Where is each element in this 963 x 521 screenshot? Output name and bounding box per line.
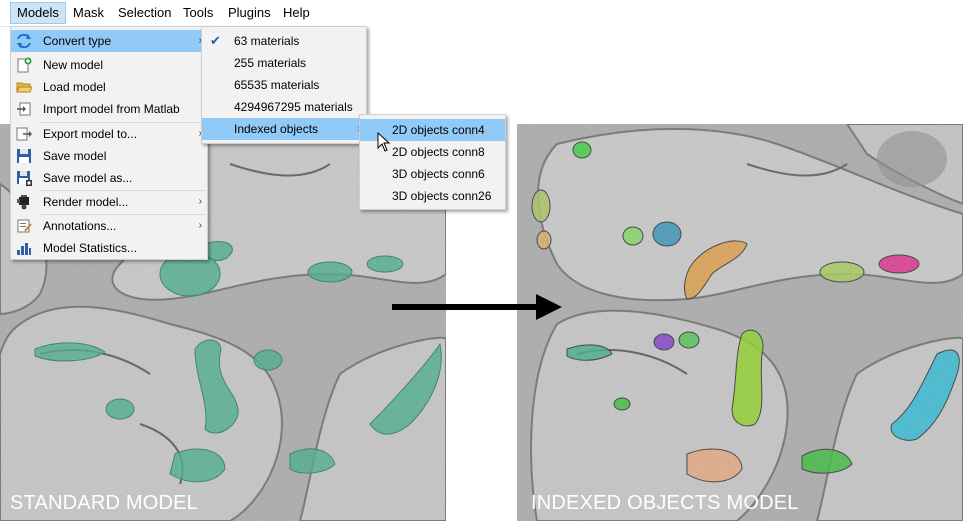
menu-help[interactable]: Help: [283, 5, 310, 20]
convert-type-icon: [17, 33, 31, 49]
new-model-icon: [17, 57, 32, 73]
convert-type-submenu: ✔ 63 materials 255 materials 65535 mater…: [201, 26, 367, 144]
menu-item-render-model[interactable]: Render model... ›: [11, 191, 207, 213]
menu-item-import-matlab[interactable]: Import model from Matlab: [11, 98, 207, 120]
import-icon: [17, 102, 31, 116]
menu-item-model-statistics[interactable]: Model Statistics...: [11, 237, 207, 259]
menu-separator: [39, 190, 205, 191]
menubar: Models Mask Selection Tools Plugins Help: [0, 0, 366, 27]
menu-item-new-model[interactable]: New model: [11, 54, 207, 76]
annotations-icon: [17, 219, 32, 233]
save-icon: [17, 149, 31, 163]
chevron-right-icon: ›: [198, 196, 202, 207]
menu-item-3d-conn26[interactable]: 3D objects conn26: [392, 189, 492, 203]
menu-item-3d-conn6[interactable]: 3D objects conn6: [392, 167, 485, 181]
menu-tools[interactable]: Tools: [183, 5, 214, 20]
menu-separator: [39, 214, 205, 215]
menu-mask[interactable]: Mask: [73, 5, 105, 20]
mouse-cursor-icon: [377, 132, 391, 152]
indexed-objects-panel: INDEXED OBJECTS MODEL: [517, 124, 963, 521]
menu-item-export-model[interactable]: Export model to... ›: [11, 123, 207, 145]
menu-models[interactable]: Models: [10, 2, 66, 24]
menu-item-2d-conn4[interactable]: 2D objects conn4: [360, 119, 505, 141]
right-arrow-icon: [392, 294, 562, 320]
menu-selection[interactable]: Selection: [118, 5, 172, 20]
menu-item-255-materials[interactable]: 255 materials: [234, 56, 307, 70]
indexed-objects-caption: INDEXED OBJECTS MODEL: [531, 492, 799, 514]
chevron-right-icon: ›: [199, 30, 202, 52]
save-as-icon: [17, 171, 32, 186]
menu-item-2d-conn8[interactable]: 2D objects conn8: [392, 145, 485, 159]
menu-plugins[interactable]: Plugins: [228, 5, 271, 20]
menu-item-load-model[interactable]: Load model: [11, 76, 207, 98]
menu-item-65535-materials[interactable]: 65535 materials: [234, 78, 320, 92]
indexed-objects-submenu: 2D objects conn4 2D objects conn8 3D obj…: [359, 114, 506, 210]
checkmark-icon: ✔: [210, 33, 221, 48]
menu-item-4294967295-materials[interactable]: 4294967295 materials: [234, 100, 353, 114]
export-icon: [16, 127, 32, 141]
chevron-right-icon: ›: [199, 123, 202, 145]
menu-item-convert-type[interactable]: Convert type ›: [11, 30, 207, 52]
chevron-right-icon: ›: [198, 220, 202, 231]
menu-item-63-materials[interactable]: ✔ 63 materials: [202, 30, 366, 52]
render-icon: [17, 195, 29, 210]
menu-item-annotations[interactable]: Annotations... ›: [11, 215, 207, 237]
menu-item-save-model-as[interactable]: Save model as...: [11, 167, 207, 189]
indexed-objects-image: [517, 124, 963, 521]
open-folder-icon: [16, 82, 32, 93]
models-menu: Convert type › New model Load model Impo…: [10, 26, 208, 260]
standard-model-caption: STANDARD MODEL: [10, 492, 199, 514]
menu-separator: [39, 122, 205, 123]
menu-item-indexed-objects[interactable]: Indexed objects ›: [202, 118, 366, 140]
menu-item-save-model[interactable]: Save model: [11, 145, 207, 167]
statistics-icon: [17, 243, 31, 255]
